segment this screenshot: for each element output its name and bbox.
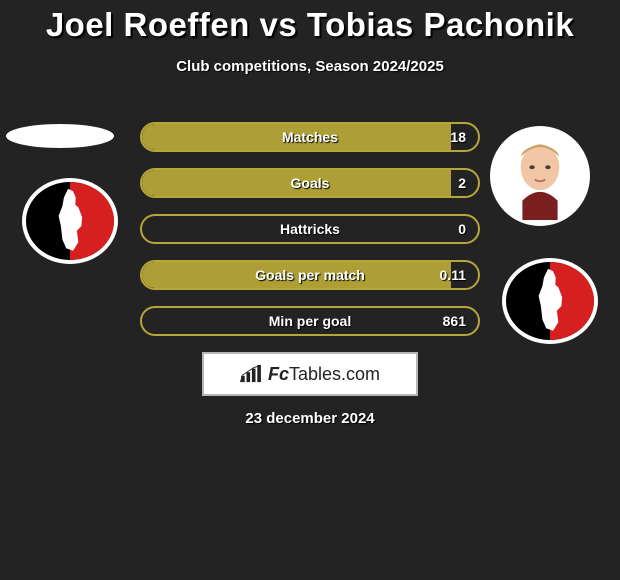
stat-bar-label: Hattricks [280, 221, 340, 237]
stat-bar-value: 2 [458, 175, 466, 191]
stat-bar: Hattricks 0 [140, 214, 480, 244]
watermark-prefix: Fc [268, 364, 289, 384]
bars-icon [240, 365, 262, 383]
stat-bar: Min per goal 861 [140, 306, 480, 336]
face-icon [496, 132, 584, 220]
stat-bar: Goals 2 [140, 168, 480, 198]
stat-bar-label: Matches [282, 129, 338, 145]
stat-bar-value: 18 [450, 129, 466, 145]
watermark-suffix: Tables.com [289, 364, 380, 384]
stat-bar-label: Goals per match [255, 267, 365, 283]
player-left-avatar [6, 124, 114, 148]
player-right-avatar [490, 126, 590, 226]
stat-bar-label: Goals [291, 175, 330, 191]
page-subtitle: Club competitions, Season 2024/2025 [0, 58, 620, 75]
page-title: Joel Roeffen vs Tobias Pachonik [0, 0, 620, 44]
stat-bars: Matches 18 Goals 2 Hattricks 0 Goals per match… [140, 122, 480, 352]
club-badge-left [22, 178, 118, 264]
stat-bar: Goals per match 0.11 [140, 260, 480, 290]
stat-bar-value: 861 [443, 313, 466, 329]
stat-bar-label: Min per goal [269, 313, 351, 329]
stat-bar-value: 0 [458, 221, 466, 237]
club-badge-right [502, 258, 598, 344]
footer-date: 23 december 2024 [245, 410, 374, 427]
watermark: FcTables.com [202, 352, 418, 396]
stat-bar-value: 0.11 [440, 267, 466, 283]
stat-bar: Matches 18 [140, 122, 480, 152]
